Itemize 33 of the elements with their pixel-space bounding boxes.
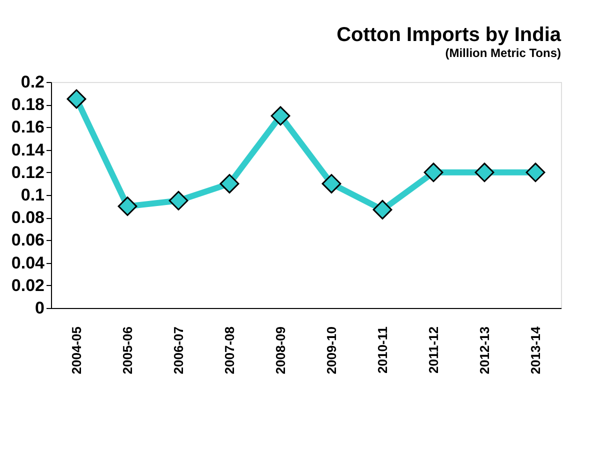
y-tick-label: 0.18 xyxy=(11,95,44,114)
x-tick-label: 2006-07 xyxy=(171,326,186,374)
y-tick-label: 0.2 xyxy=(20,72,44,92)
y-tick-label: 0.1 xyxy=(20,186,44,204)
x-tick-label: 2012-13 xyxy=(477,326,492,374)
x-tick-label: 2007-08 xyxy=(222,326,237,374)
x-tick-label: 2013-14 xyxy=(528,326,543,374)
point xyxy=(270,106,290,126)
point xyxy=(118,196,138,216)
point xyxy=(322,174,342,194)
y-tick-label: 0.14 xyxy=(11,140,46,160)
x-tick-label: 2009-10 xyxy=(324,326,339,374)
y-tick-label: 0.08 xyxy=(11,208,44,228)
point xyxy=(66,89,86,109)
x-tick-label: 2011-12 xyxy=(426,326,441,374)
point xyxy=(424,162,444,182)
x-tick-label: 2004-05 xyxy=(69,326,84,374)
y-tick-label: 0.16 xyxy=(11,118,44,137)
chart-title: Cotton Imports by India xyxy=(336,24,562,46)
x-tick-label: 2008-09 xyxy=(273,326,288,374)
point xyxy=(372,200,392,220)
point xyxy=(474,162,494,182)
x-tick-label: 2005-06 xyxy=(120,326,135,374)
chart-subtitle: (Million Metric Tons) xyxy=(445,46,561,60)
y-tick-label: 0.04 xyxy=(11,253,46,272)
y-tick-label: 0.06 xyxy=(11,230,44,250)
point xyxy=(220,174,240,194)
x-tick-label: 2010-11 xyxy=(375,326,390,374)
point xyxy=(168,190,188,210)
y-tick-label: 0 xyxy=(35,298,44,318)
point xyxy=(526,162,546,182)
y-tick-label: 0.12 xyxy=(11,162,44,182)
y-tick-label: 0.02 xyxy=(11,276,44,295)
